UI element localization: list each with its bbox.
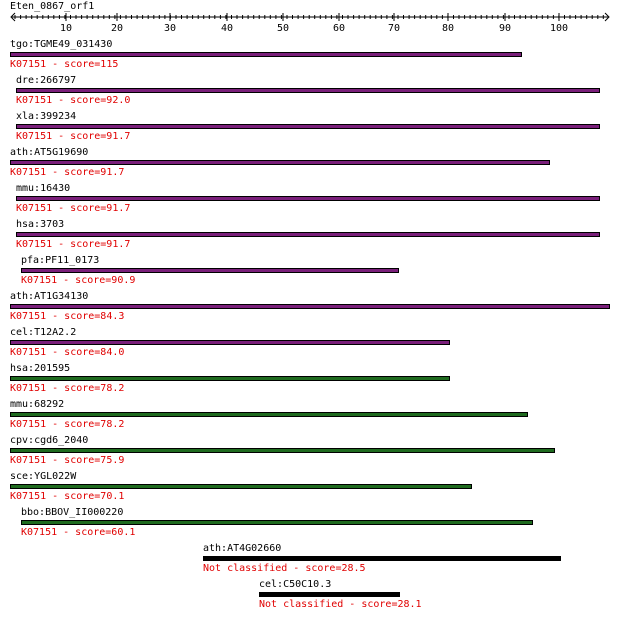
ruler-tick-label: 80	[442, 23, 454, 34]
hit-alignment-bar[interactable]	[10, 376, 450, 381]
hit-name[interactable]: xla:399234	[16, 111, 77, 122]
hit-row[interactable]: sce:YGL022W K07151 - score=70.1	[10, 471, 472, 507]
hit-score-label: K07151 - score=84.3	[10, 311, 125, 322]
query-title: Eten_0867_orf1	[10, 1, 95, 12]
ruler-tick-label: 60	[333, 23, 345, 34]
hit-row[interactable]: ath:AT5G19690 K07151 - score=91.7	[10, 147, 550, 183]
hit-score-label: K07151 - score=91.7	[10, 167, 125, 178]
hit-row[interactable]: cpv:cgd6_2040 K07151 - score=75.9	[10, 435, 555, 471]
hit-alignment-bar[interactable]	[16, 88, 600, 93]
hit-name[interactable]: cel:C50C10.3	[259, 579, 332, 590]
hit-alignment-bar[interactable]	[10, 448, 555, 453]
hit-alignment-bar[interactable]	[21, 268, 399, 273]
hit-name[interactable]: bbo:BBOV_II000220	[21, 507, 124, 518]
hit-score-label: K07151 - score=84.0	[10, 347, 125, 358]
hit-score-label: K07151 - score=70.1	[10, 491, 125, 502]
hit-row[interactable]: tgo:TGME49_031430 K07151 - score=115	[10, 39, 522, 75]
hit-alignment-bar[interactable]	[10, 304, 610, 309]
hit-alignment-bar[interactable]	[10, 412, 528, 417]
ruler-tick-label: 100	[550, 23, 568, 34]
ruler-tick-label: 10	[60, 23, 72, 34]
hit-alignment-bar[interactable]	[21, 520, 533, 525]
hit-score-label: K07151 - score=115	[10, 59, 119, 70]
hit-row[interactable]: bbo:BBOV_II000220 K07151 - score=60.1	[21, 507, 533, 543]
hit-score-label: K07151 - score=91.7	[16, 131, 131, 142]
hit-score-label: K07151 - score=92.0	[16, 95, 131, 106]
ruler-tick-label: 70	[388, 23, 400, 34]
hit-name[interactable]: sce:YGL022W	[10, 471, 77, 482]
hit-row[interactable]: hsa:3703 K07151 - score=91.7	[16, 219, 600, 255]
hit-name[interactable]: ath:AT5G19690	[10, 147, 89, 158]
hit-row[interactable]: pfa:PF11_0173 K07151 - score=90.9	[21, 255, 399, 291]
hit-score-label: Not classified - score=28.5	[203, 563, 366, 574]
hit-alignment-bar[interactable]	[10, 160, 550, 165]
hit-score-label: K07151 - score=91.7	[16, 239, 131, 250]
hit-score-label: K07151 - score=90.9	[21, 275, 136, 286]
hit-row[interactable]: hsa:201595 K07151 - score=78.2	[10, 363, 450, 399]
hit-score-label: Not classified - score=28.1	[259, 599, 422, 610]
hit-score-label: K07151 - score=75.9	[10, 455, 125, 466]
ruler-tick-label: 50	[277, 23, 289, 34]
hit-score-label: K07151 - score=91.7	[16, 203, 131, 214]
hit-name[interactable]: cel:T12A2.2	[10, 327, 77, 338]
ruler-tick-label: 40	[221, 23, 233, 34]
hit-row[interactable]: cel:C50C10.3 Not classified - score=28.1	[259, 579, 459, 615]
hit-name[interactable]: tgo:TGME49_031430	[10, 39, 113, 50]
hit-name[interactable]: hsa:201595	[10, 363, 71, 374]
ruler-tick-label: 20	[111, 23, 123, 34]
hit-row[interactable]: dre:266797 K07151 - score=92.0	[16, 75, 600, 111]
hit-alignment-bar[interactable]	[16, 232, 600, 237]
hit-alignment-bar[interactable]	[259, 592, 400, 597]
hit-name[interactable]: mmu:16430	[16, 183, 71, 194]
hit-row[interactable]: ath:AT1G34130 K07151 - score=84.3	[10, 291, 610, 327]
hit-name[interactable]: ath:AT1G34130	[10, 291, 89, 302]
hit-alignment-bar[interactable]	[16, 124, 600, 129]
hit-name[interactable]: pfa:PF11_0173	[21, 255, 100, 266]
hit-alignment-bar[interactable]	[10, 484, 472, 489]
ruler-left-arrow	[10, 12, 16, 22]
position-ruler: 10 20 30 40 50 60 70 80 90 100	[10, 12, 610, 34]
hit-alignment-bar[interactable]	[10, 340, 450, 345]
hit-name[interactable]: dre:266797	[16, 75, 77, 86]
hit-row[interactable]: mmu:16430 K07151 - score=91.7	[16, 183, 600, 219]
hit-score-label: K07151 - score=78.2	[10, 383, 125, 394]
hit-alignment-bar[interactable]	[16, 196, 600, 201]
hit-row[interactable]: ath:AT4G02660 Not classified - score=28.5	[203, 543, 561, 579]
hit-row[interactable]: xla:399234 K07151 - score=91.7	[16, 111, 600, 147]
hit-row[interactable]: cel:T12A2.2 K07151 - score=84.0	[10, 327, 450, 363]
hit-row[interactable]: mmu:68292 K07151 - score=78.2	[10, 399, 528, 435]
hit-alignment-bar[interactable]	[203, 556, 561, 561]
hit-score-label: K07151 - score=60.1	[21, 527, 136, 538]
hit-score-label: K07151 - score=78.2	[10, 419, 125, 430]
ruler-tick-label: 90	[499, 23, 511, 34]
ruler-tick-label: 30	[164, 23, 176, 34]
hit-alignment-bar[interactable]	[10, 52, 522, 57]
hit-name[interactable]: cpv:cgd6_2040	[10, 435, 89, 446]
hit-name[interactable]: hsa:3703	[16, 219, 65, 230]
hit-name[interactable]: ath:AT4G02660	[203, 543, 282, 554]
ruler-right-arrow	[604, 12, 610, 22]
hit-name[interactable]: mmu:68292	[10, 399, 65, 410]
